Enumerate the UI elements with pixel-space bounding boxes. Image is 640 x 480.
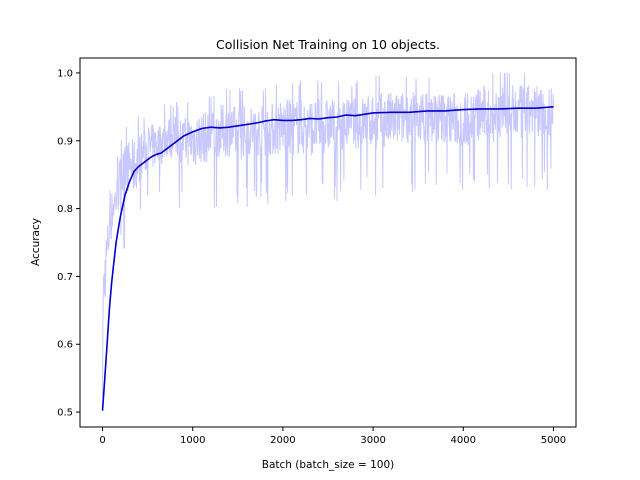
- y-tick-label: 0.9: [57, 136, 73, 147]
- raw-accuracy-line: [102, 72, 554, 397]
- y-axis-label: Accuracy: [30, 218, 42, 266]
- y-ticks: 0.5 0.6 0.7 0.8 0.9 1.0: [57, 68, 80, 419]
- x-axis-label: Batch (batch_size = 100): [262, 459, 394, 471]
- raw-series: [102, 72, 554, 397]
- y-tick-label: 0.7: [57, 272, 73, 283]
- smoothed-accuracy-line: [101, 106, 554, 411]
- x-tick-label: 2000: [270, 435, 295, 446]
- y-tick-label: 0.6: [57, 340, 73, 351]
- axes-frame: [79, 57, 577, 428]
- x-tick-label: 0: [99, 435, 105, 446]
- x-tick-label: 4000: [451, 435, 476, 446]
- x-tick-label: 5000: [541, 435, 566, 446]
- y-tick-label: 0.8: [57, 204, 73, 215]
- y-tick-label: 1.0: [57, 68, 73, 79]
- x-ticks: 0 1000 2000 3000 4000 5000: [99, 427, 566, 446]
- smoothed-series: [101, 106, 554, 411]
- x-tick-label: 3000: [360, 435, 385, 446]
- y-tick-label: 0.5: [57, 408, 73, 419]
- x-tick-label: 1000: [180, 435, 205, 446]
- chart-title: Collision Net Training on 10 objects.: [216, 37, 440, 52]
